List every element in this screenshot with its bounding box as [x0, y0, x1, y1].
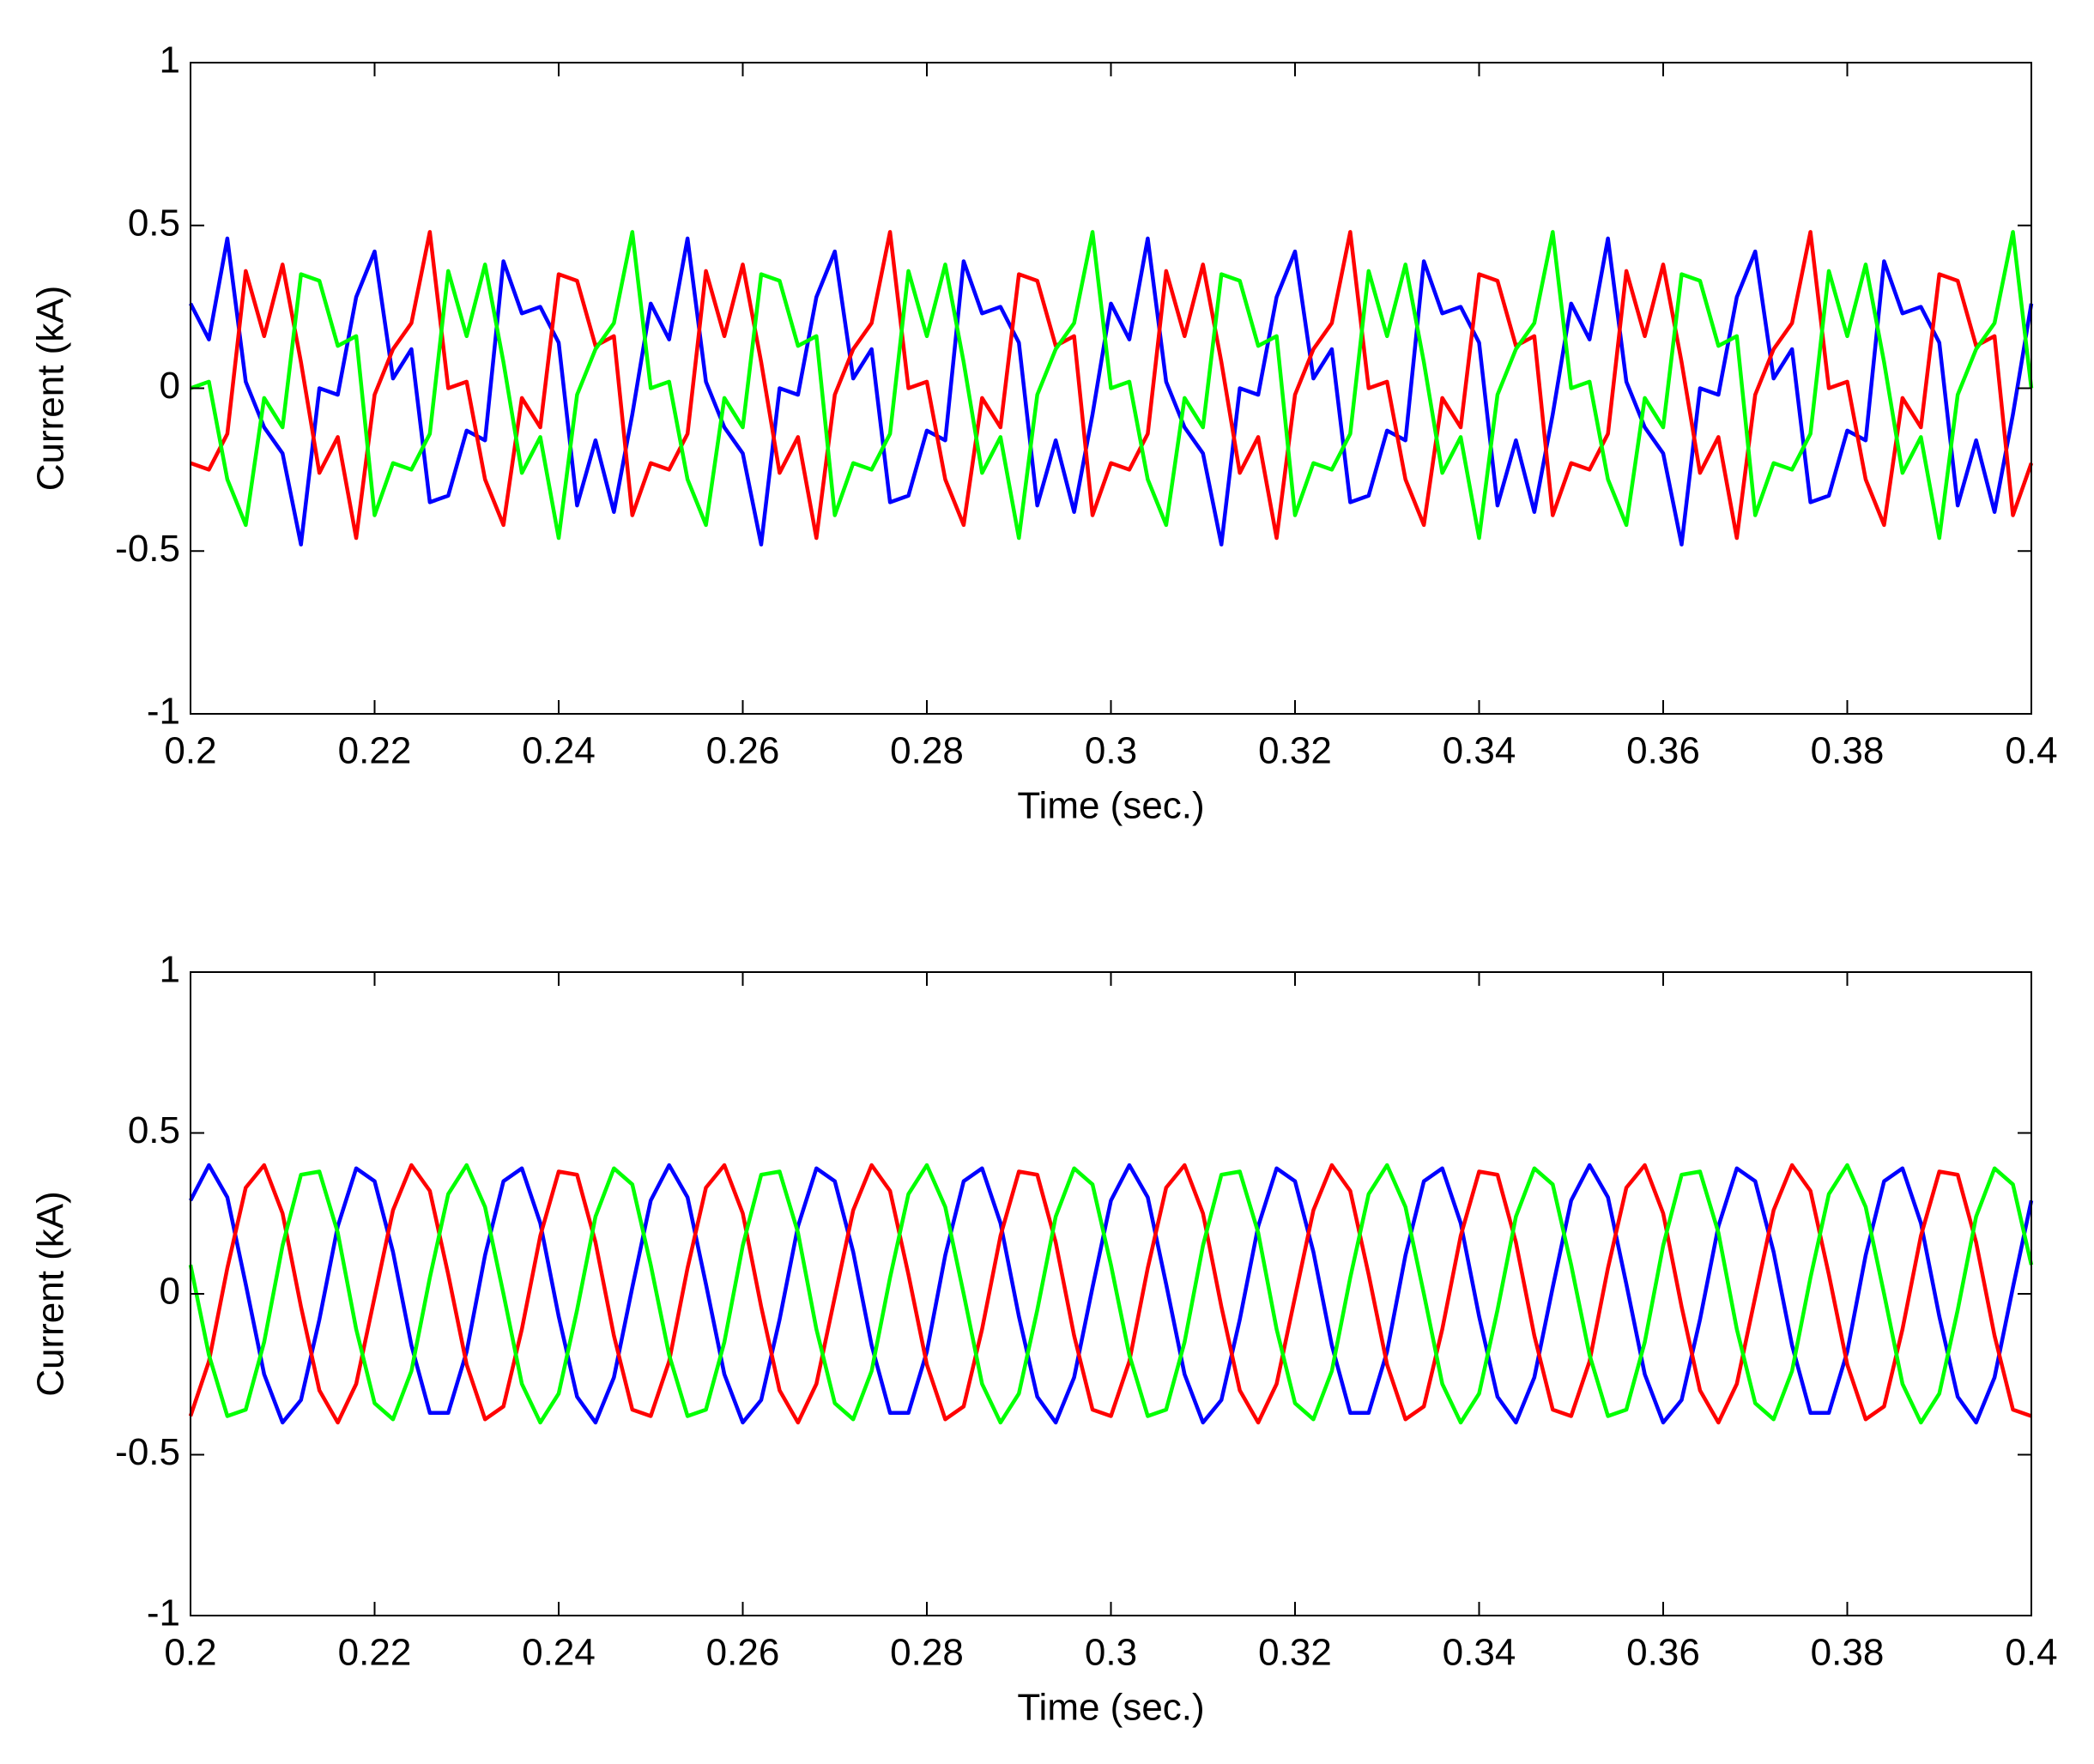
y-tick-label: 0 [160, 365, 180, 407]
y-axis-label: Current (kA) [30, 1191, 72, 1397]
y-axis-label: Current (kA) [30, 286, 72, 492]
x-tick-label: 0.34 [1443, 1632, 1516, 1674]
x-tick-label: 0.36 [1626, 1632, 1700, 1674]
plot-area [191, 972, 2031, 1616]
y-tick-label: -1 [147, 1592, 180, 1634]
series-line [190, 230, 2034, 541]
x-axis-label: Time (sec.) [1017, 785, 1204, 827]
series-line [189, 1163, 2034, 1425]
x-tick-label: 0.34 [1443, 730, 1516, 772]
series-line [188, 1163, 2032, 1425]
x-tick-label: 0.28 [890, 1632, 964, 1674]
x-tick-label: 0.26 [706, 730, 780, 772]
x-tick-label: 0.3 [1085, 730, 1137, 772]
series-line [188, 1163, 2034, 1425]
x-tick-label: 0.28 [890, 730, 964, 772]
x-tick-label: 0.24 [522, 1632, 596, 1674]
x-tick-label: 0.4 [2005, 1632, 2057, 1674]
y-tick-label: -1 [147, 691, 180, 733]
x-tick-label: 0.32 [1258, 1632, 1332, 1674]
x-tick-label: 0.38 [1811, 730, 1885, 772]
x-tick-label: 0.38 [1811, 1632, 1885, 1674]
x-tick-label: 0.24 [522, 730, 596, 772]
x-tick-label: 0.22 [338, 730, 412, 772]
x-tick-label: 0.36 [1626, 730, 1700, 772]
x-tick-label: 0.2 [164, 1632, 216, 1674]
y-tick-label: 0 [160, 1271, 180, 1313]
x-tick-label: 0.3 [1085, 1632, 1137, 1674]
y-tick-label: 0.5 [128, 202, 180, 244]
y-tick-label: 1 [160, 39, 180, 82]
x-tick-label: 0.2 [164, 730, 216, 772]
x-tick-label: 0.32 [1258, 730, 1332, 772]
series-line [190, 230, 2034, 541]
y-tick-label: -0.5 [115, 528, 180, 570]
y-tick-label: 0.5 [128, 1109, 180, 1151]
y-tick-label: 1 [160, 949, 180, 991]
x-tick-label: 0.26 [706, 1632, 780, 1674]
x-tick-label: 0.4 [2005, 730, 2057, 772]
y-tick-label: -0.5 [115, 1431, 180, 1473]
x-axis-label: Time (sec.) [1017, 1687, 1204, 1729]
x-tick-label: 0.22 [338, 1632, 412, 1674]
